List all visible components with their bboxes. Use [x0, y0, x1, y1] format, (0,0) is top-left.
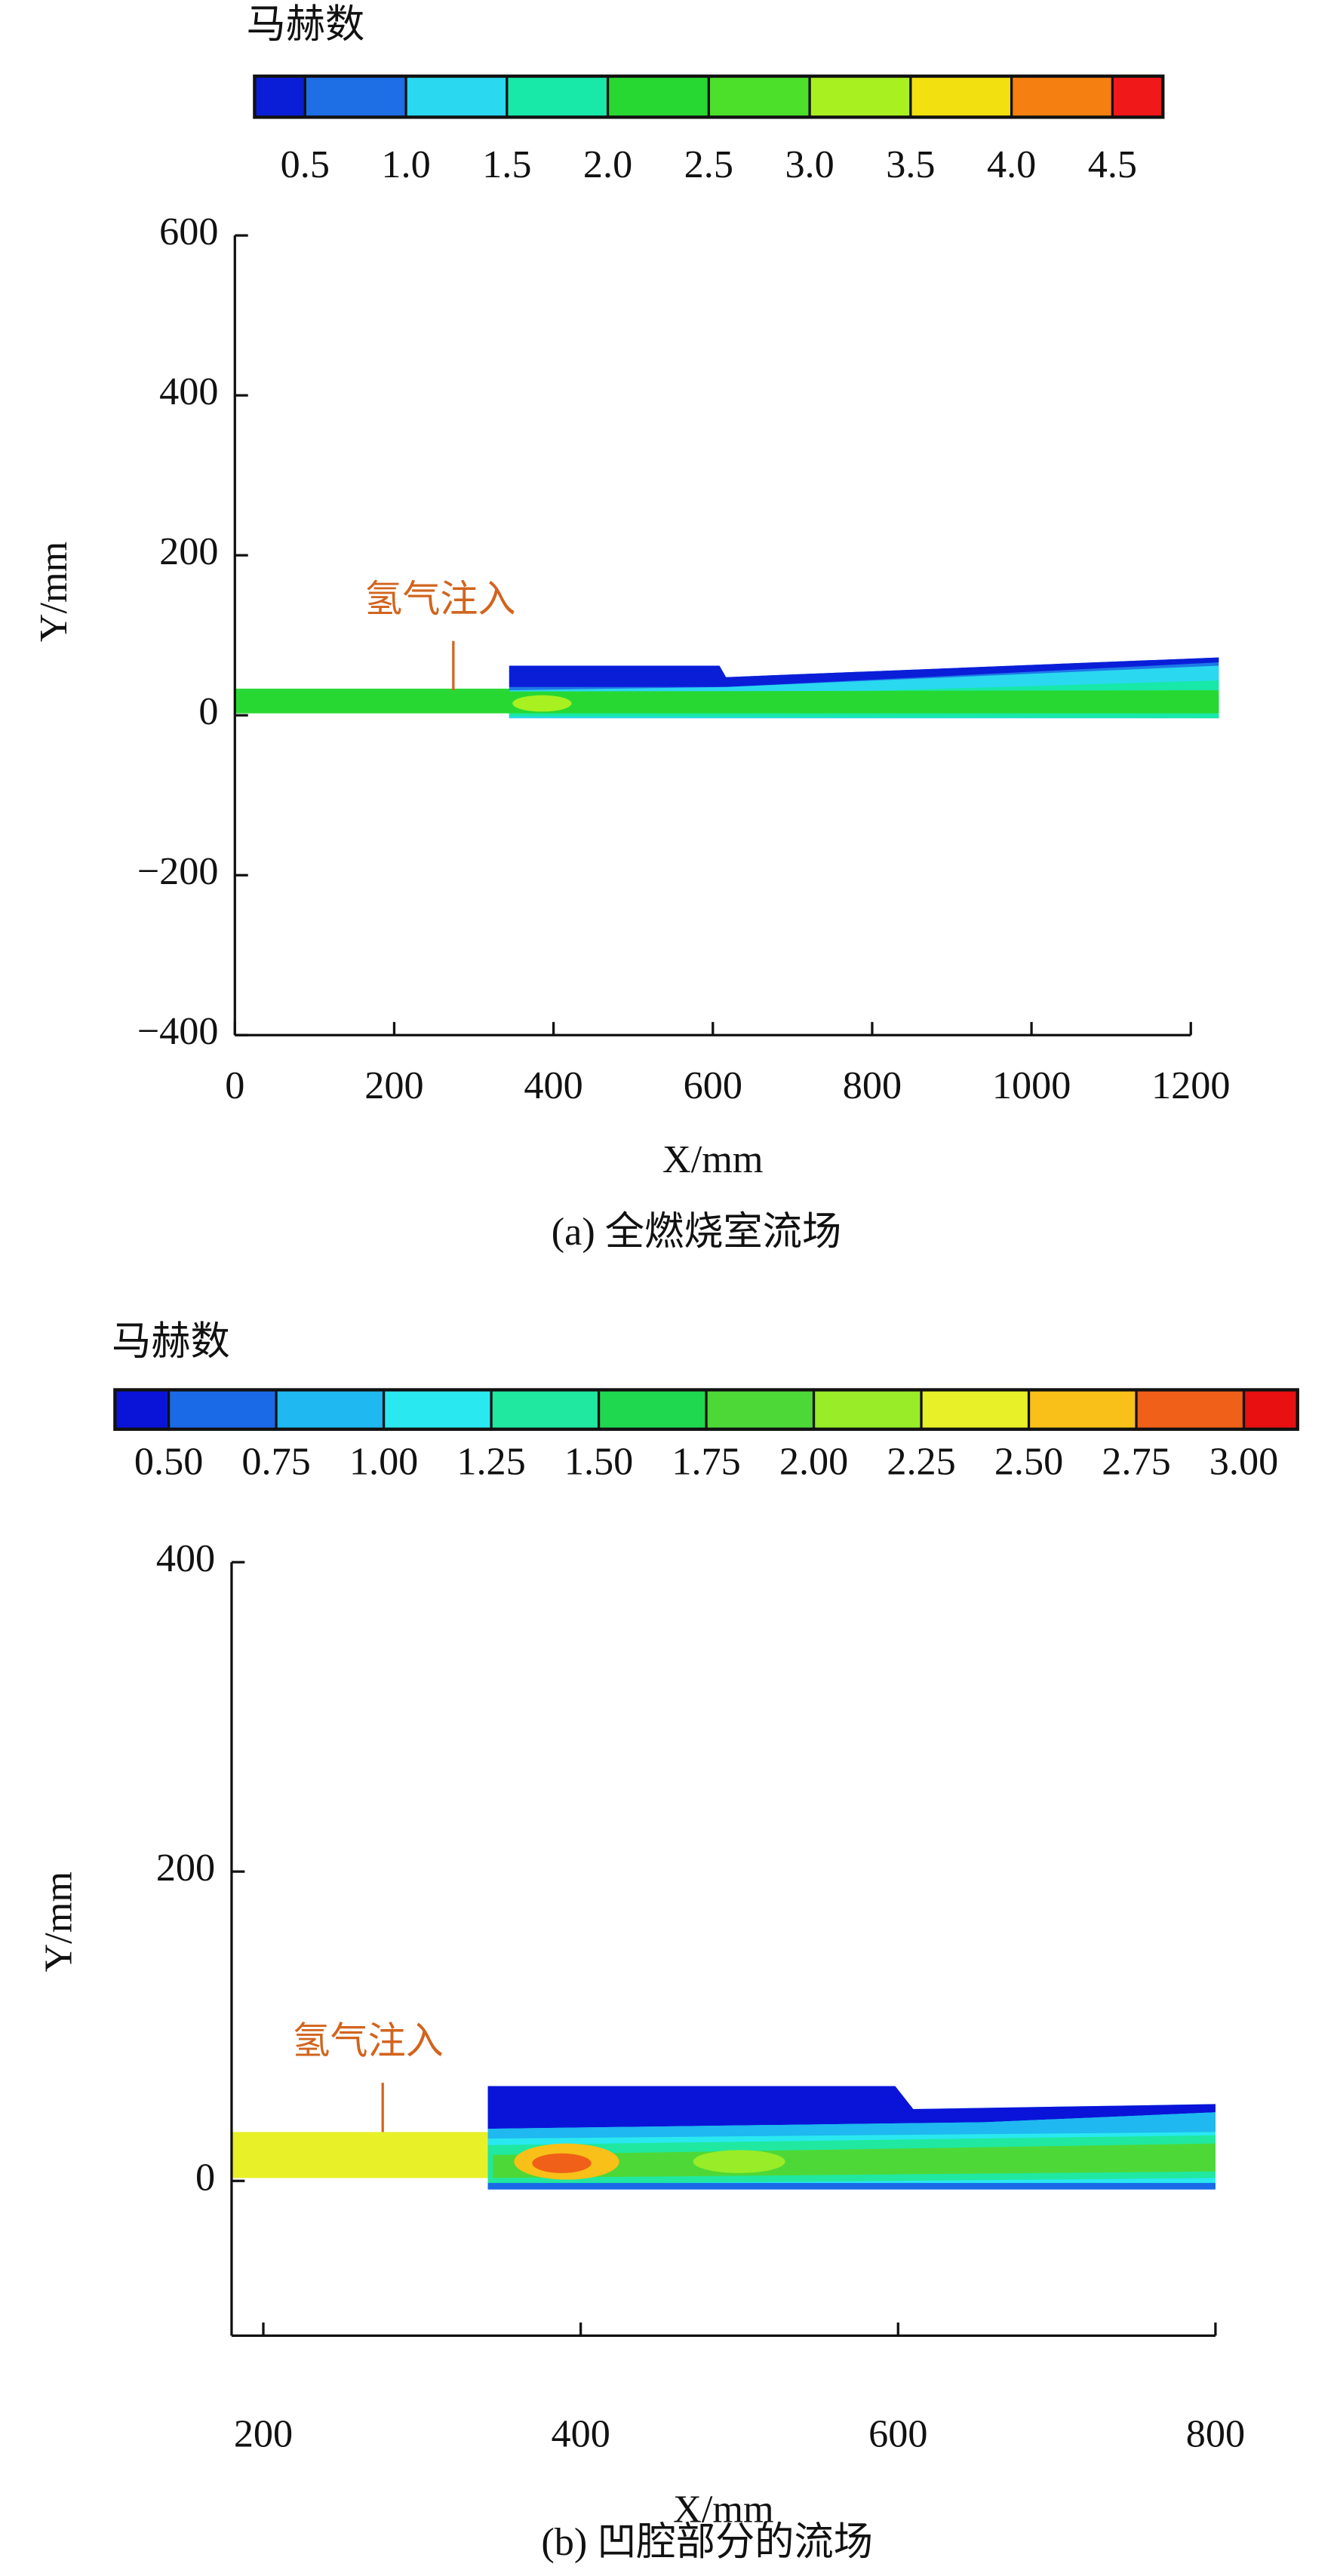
colorbar-tick-label: 1.75	[672, 1440, 740, 1484]
colorbar-segment	[1112, 75, 1163, 118]
colorbar-tick-label: 1.0	[381, 143, 430, 186]
y-tick-label: −400	[137, 1009, 219, 1053]
y-tick-label: 0	[195, 2155, 215, 2199]
colorbar-segment	[706, 1389, 814, 1429]
caption: (a) 全燃烧室流场	[552, 1210, 841, 1254]
colorbar-tick-label: 0.5	[281, 143, 330, 186]
colorbar-title: 马赫数	[112, 1319, 230, 1365]
colorbar-tick-label: 0.50	[134, 1440, 203, 1484]
colorbar-segment	[813, 1389, 922, 1429]
colorbar-segment	[598, 1389, 707, 1429]
colorbar-tick-label: 2.75	[1102, 1440, 1170, 1484]
x-axis-title: X/mm	[673, 2487, 774, 2531]
y-tick-label: −200	[137, 849, 219, 893]
colorbar-segment	[1136, 1389, 1244, 1429]
colorbar-tick-label: 3.5	[886, 143, 935, 186]
colorbar-tick-label: 3.0	[785, 143, 834, 186]
colorbar-segment	[921, 1389, 1029, 1429]
x-tick-label: 800	[1186, 2412, 1245, 2455]
y-tick-label: 0	[198, 689, 218, 733]
y-tick-label: 400	[159, 370, 218, 413]
colorbar-tick-label: 2.50	[994, 1440, 1063, 1484]
y-tick-label: 200	[156, 1846, 215, 1890]
colorbar-title: 马赫数	[247, 2, 365, 48]
colorbar-segment	[506, 75, 608, 118]
colorbar-segment	[708, 75, 810, 118]
y-axis-title: Y/mm	[32, 542, 75, 643]
colorbar-tick-label: 2.00	[779, 1440, 848, 1484]
x-tick-label: 200	[234, 2412, 293, 2455]
colorbar-segment	[305, 75, 407, 118]
colorbar-segment	[115, 1389, 169, 1429]
colorbar-tick-label: 4.0	[987, 143, 1036, 186]
colorbar-tick-label: 2.0	[583, 143, 632, 186]
colorbar-segment	[276, 1389, 384, 1429]
x-tick-label: 800	[843, 1064, 902, 1107]
y-tick-label: 400	[156, 1537, 215, 1580]
colorbar-tick-label: 2.25	[887, 1440, 955, 1484]
x-tick-label: 0	[225, 1064, 244, 1107]
flow-field	[235, 657, 1219, 719]
colorbar-segment	[383, 1389, 492, 1429]
colorbar-segment	[254, 75, 306, 118]
colorbar-tick-label: 0.75	[241, 1440, 310, 1484]
colorbar-tick-label: 1.50	[564, 1440, 633, 1484]
flow-field	[231, 2086, 1216, 2190]
x-tick-label: 400	[524, 1064, 582, 1107]
colorbar-segment	[607, 75, 709, 118]
x-tick-label: 1000	[992, 1064, 1071, 1107]
colorbar-tick-label: 4.5	[1088, 143, 1137, 186]
y-tick-label: 600	[159, 210, 218, 253]
colorbar-tick-label: 2.5	[684, 143, 733, 186]
colorbar-tick-label: 3.00	[1209, 1440, 1278, 1484]
colorbar-tick-label: 1.25	[456, 1440, 525, 1484]
y-tick-label: 200	[159, 530, 218, 573]
colorbar-tick-label: 1.5	[482, 143, 531, 186]
caption: (b) 凹腔部分的流场	[541, 2520, 873, 2564]
colorbar-segment	[1243, 1389, 1298, 1429]
colorbar-segment	[491, 1389, 599, 1429]
x-axis-title: X/mm	[662, 1138, 764, 1181]
colorbar-segment	[910, 75, 1012, 118]
x-tick-label: 400	[551, 2412, 610, 2455]
colorbar-segment	[1011, 75, 1113, 118]
x-tick-label: 600	[868, 2412, 927, 2455]
colorbar-tick-label: 1.00	[349, 1440, 418, 1484]
colorbar-segment	[810, 75, 911, 118]
colorbar-segment	[168, 1389, 277, 1429]
x-tick-label: 600	[684, 1064, 742, 1107]
annotation: 氢气注入	[364, 577, 515, 621]
y-axis-title: Y/mm	[37, 1871, 81, 1973]
colorbar-segment	[1028, 1389, 1137, 1429]
x-tick-label: 200	[364, 1064, 423, 1107]
colorbar-segment	[406, 75, 507, 118]
annotation: 氢气注入	[292, 2019, 443, 2062]
x-tick-label: 1200	[1151, 1064, 1230, 1107]
